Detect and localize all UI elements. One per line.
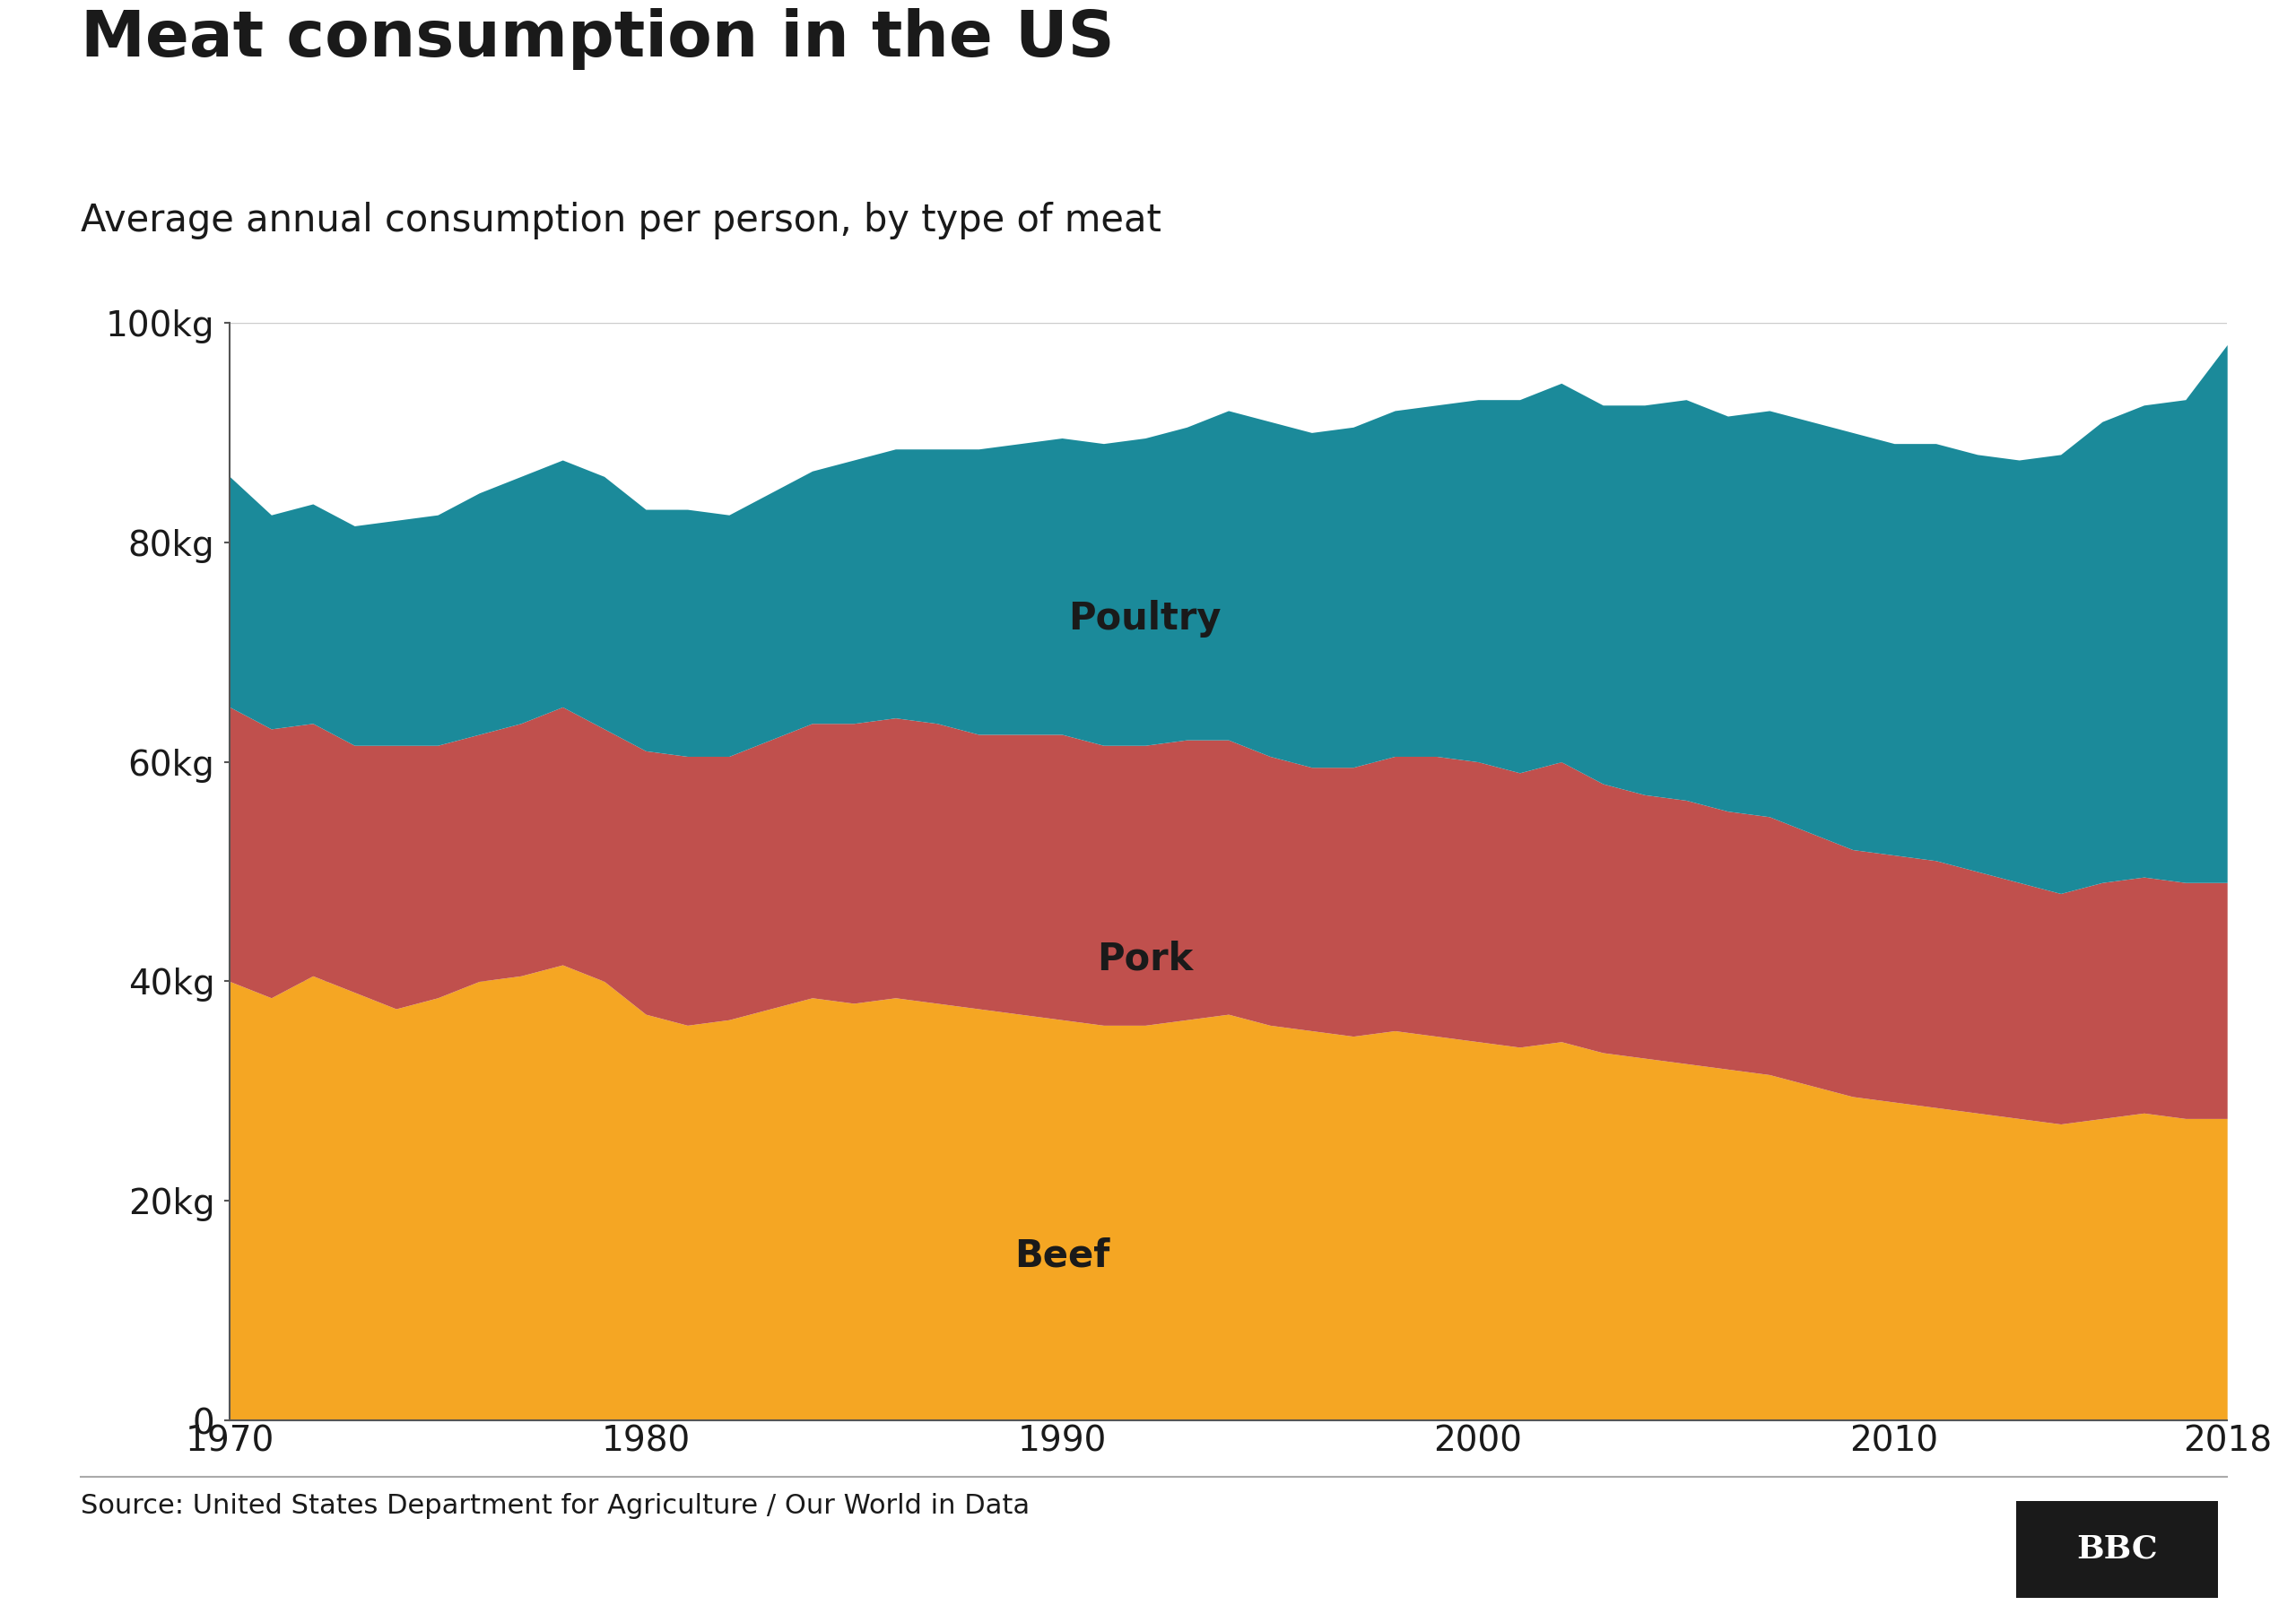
Text: Poultry: Poultry bbox=[1068, 600, 1221, 638]
Text: Pork: Pork bbox=[1097, 941, 1194, 978]
Text: Average annual consumption per person, by type of meat: Average annual consumption per person, b… bbox=[80, 202, 1162, 239]
Text: Beef: Beef bbox=[1015, 1236, 1109, 1275]
Text: Meat consumption in the US: Meat consumption in the US bbox=[80, 8, 1114, 69]
Text: BBC: BBC bbox=[2076, 1535, 2158, 1564]
Text: Source: United States Department for Agriculture / Our World in Data: Source: United States Department for Agr… bbox=[80, 1493, 1029, 1519]
